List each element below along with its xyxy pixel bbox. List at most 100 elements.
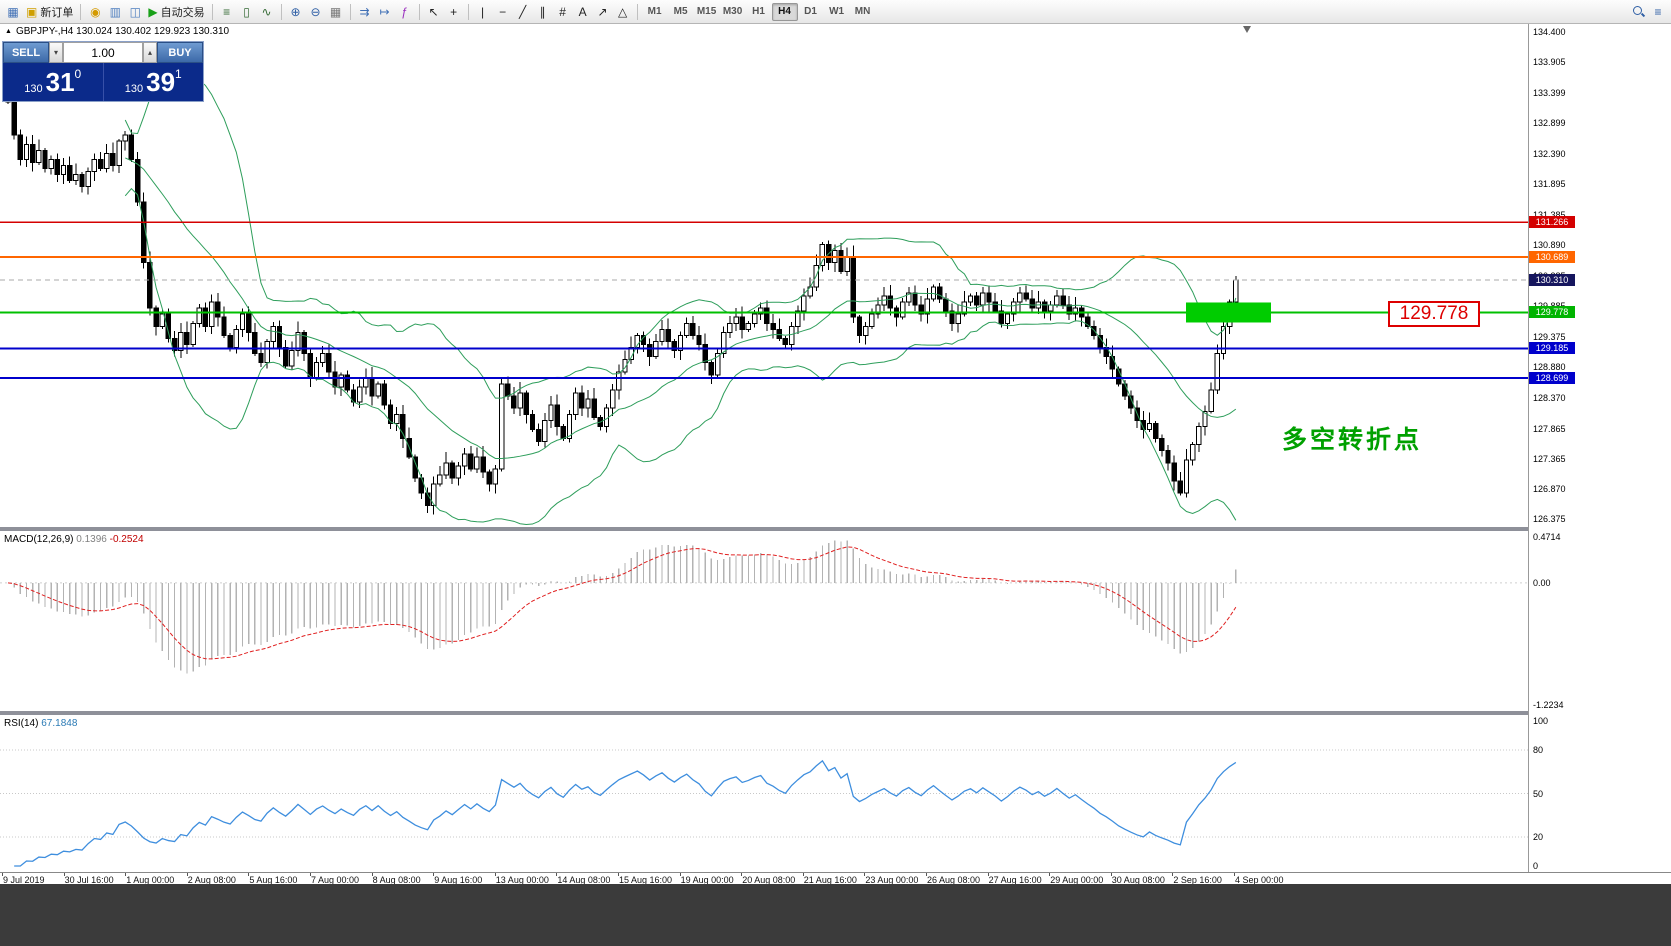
turning-point-note: 多空转折点: [1282, 426, 1423, 454]
volume-increase-button[interactable]: ▴: [143, 42, 157, 63]
new-chart-icon-glyph: ▦: [7, 4, 19, 19]
menu-icon-glyph: ≡: [1654, 4, 1662, 19]
chart-shift-icon[interactable]: ↦: [375, 2, 395, 22]
line-chart-icon[interactable]: ∿: [257, 2, 277, 22]
time-label: 30 Aug 08:00: [1111, 875, 1165, 885]
zoom-out-icon[interactable]: ⊖: [306, 2, 326, 22]
price-chart-canvas[interactable]: [0, 24, 1528, 527]
sell-price[interactable]: 130 31 0: [3, 63, 103, 101]
auto-trading-button[interactable]: ▶ 自动交易: [145, 2, 207, 22]
rsi-scale-label: 20: [1533, 832, 1544, 842]
symbol-marker-icon: ▲: [5, 28, 12, 35]
candlestick-chart-icon-glyph: ▯: [243, 4, 250, 19]
alerts-icon[interactable]: ◉: [85, 2, 105, 22]
time-label: 4 Sep 00:00: [1235, 875, 1284, 885]
price-scale[interactable]: 134.400 133.905 133.399 132.899 132.390 131.8…: [1528, 24, 1671, 872]
time-tick: [802, 873, 804, 876]
shapes-icon[interactable]: △: [613, 2, 633, 22]
search-glass-icon: [1632, 5, 1645, 18]
time-tick: [63, 873, 65, 876]
fibonacci-icon[interactable]: #: [553, 2, 573, 22]
bar-chart-icon-glyph: ≡: [223, 4, 231, 19]
search-icon[interactable]: [1628, 2, 1648, 22]
text-icon[interactable]: A: [573, 2, 593, 22]
timeframe-m1[interactable]: M1: [642, 3, 668, 21]
buy-price[interactable]: 130 39 1: [102, 63, 204, 101]
grid-icon[interactable]: ▦: [326, 2, 346, 22]
panel-divider[interactable]: [0, 527, 1671, 531]
vertical-line-icon[interactable]: |: [473, 2, 493, 22]
crosshair-icon[interactable]: +: [444, 2, 464, 22]
time-label: 21 Aug 16:00: [803, 875, 857, 885]
time-label: 9 Aug 16:00: [434, 875, 483, 885]
symbol-ohlc-text: GBPJPY-,H4 130.024 130.402 129.923 130.3…: [15, 26, 230, 37]
time-label: 29 Aug 00:00: [1050, 875, 1104, 885]
timeframe-m5[interactable]: M5: [668, 3, 694, 21]
price-callout-label: 129.778: [1388, 301, 1480, 327]
toolbar-separator: [280, 3, 282, 20]
timeframe-d1[interactable]: D1: [798, 3, 824, 21]
price-scale-label: 132.390: [1533, 148, 1566, 159]
new-chart-icon[interactable]: ▦: [3, 2, 23, 22]
timeframe-mn[interactable]: MN: [850, 3, 876, 21]
time-tick: [1172, 873, 1174, 876]
volume-input[interactable]: 1.00: [63, 42, 143, 63]
timeframe-h1[interactable]: H1: [746, 3, 772, 21]
data-window-icon[interactable]: ◫: [125, 2, 145, 22]
price-tag-129.778: 129.778: [1529, 306, 1575, 319]
macd-name: MACD(12,26,9): [4, 534, 74, 545]
time-label: 19 Aug 00:00: [680, 875, 734, 885]
toolbar-separator: [418, 3, 420, 20]
timeframe-w1[interactable]: W1: [824, 3, 850, 21]
sell-button[interactable]: SELL: [3, 42, 49, 63]
panel-divider[interactable]: [0, 711, 1671, 715]
time-label: 15 Aug 16:00: [619, 875, 673, 885]
price-scale-label: 128.370: [1533, 392, 1566, 403]
zoom-in-icon[interactable]: ⊕: [286, 2, 306, 22]
buy-button[interactable]: BUY: [157, 42, 203, 63]
price-scale-label: 131.385: [1533, 209, 1566, 220]
macd-panel-canvas[interactable]: [0, 531, 1528, 711]
new-order-button-glyph: ▣: [26, 4, 38, 19]
time-label: 2 Aug 08:00: [187, 875, 236, 885]
auto-scroll-icon[interactable]: ⇉: [355, 2, 375, 22]
rsi-panel-canvas[interactable]: [0, 715, 1528, 872]
macd-scale-label: 0.00: [1533, 577, 1551, 588]
time-label: 20 Aug 08:00: [742, 875, 796, 885]
rsi-scale-label: 0: [1533, 861, 1539, 871]
sell-price-sup: 0: [74, 67, 82, 81]
price-scale-label: 128.880: [1533, 361, 1566, 372]
horizontal-line-icon[interactable]: −: [493, 2, 513, 22]
macd-histogram: [13, 540, 1237, 674]
timeframe-m30[interactable]: M30: [720, 3, 746, 21]
buy-price-big: 39: [146, 67, 176, 97]
new-order-button[interactable]: ▣ 新订单: [23, 2, 76, 22]
buy-price-sup: 1: [175, 67, 182, 81]
candlestick-chart-icon[interactable]: ▯: [237, 2, 257, 22]
timeframe-m15[interactable]: M15: [694, 3, 720, 21]
channel-icon[interactable]: ∥: [533, 2, 553, 22]
indicators-icon[interactable]: ƒ: [395, 2, 415, 22]
chart-shift-marker[interactable]: [1243, 26, 1251, 33]
channel-icon-glyph: ∥: [539, 4, 546, 19]
market-watch-icon[interactable]: ▥: [105, 2, 125, 22]
price-tag-128.699: 128.699: [1529, 371, 1575, 384]
price-scale-label: 127.865: [1533, 423, 1566, 434]
toolbar-separator: [211, 3, 213, 20]
bottom-bar: [0, 884, 1671, 946]
menu-icon[interactable]: ≡: [1648, 2, 1668, 22]
time-label: 1 Aug 00:00: [126, 875, 175, 885]
time-label: 2 Sep 16:00: [1173, 875, 1222, 885]
volume-decrease-button[interactable]: ▾: [49, 42, 63, 63]
bar-chart-icon[interactable]: ≡: [217, 2, 237, 22]
time-label: 23 Aug 00:00: [865, 875, 919, 885]
timeframe-h4[interactable]: H4: [771, 2, 798, 21]
time-tick: [618, 873, 619, 876]
trendline-icon[interactable]: ╱: [513, 2, 533, 22]
toolbar-separator: [467, 3, 469, 20]
arrow-label-icon[interactable]: ↗: [593, 2, 613, 22]
time-tick: [864, 873, 866, 876]
time-label: 30 Jul 16:00: [64, 875, 114, 885]
cursor-icon[interactable]: ↖: [424, 2, 444, 22]
